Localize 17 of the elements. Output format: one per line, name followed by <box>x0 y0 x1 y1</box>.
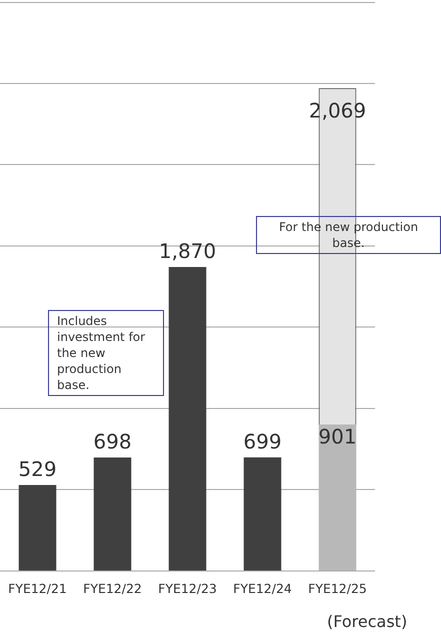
bar <box>18 485 56 570</box>
x-tick-label: FYE12/22 <box>83 580 142 596</box>
x-tick-label: FYE12/24 <box>233 580 292 596</box>
bar <box>244 457 282 570</box>
text: (Forecast) <box>327 612 408 631</box>
bar <box>168 266 206 570</box>
bar <box>94 458 132 570</box>
data-label: 699 <box>243 430 282 454</box>
x-tick-label: FYE12/21 <box>8 580 67 596</box>
annotation: Includes investment for the new production base. <box>48 310 164 396</box>
data-label: 1,870 <box>158 239 216 264</box>
data-label: 698 <box>93 430 132 454</box>
data-label: 901 <box>318 424 357 449</box>
bar <box>318 424 356 570</box>
data-label: 529 <box>18 457 57 482</box>
x-tick-label: FYE12/23 <box>158 580 217 596</box>
x-tick-label: FYE12/25 <box>308 580 367 596</box>
